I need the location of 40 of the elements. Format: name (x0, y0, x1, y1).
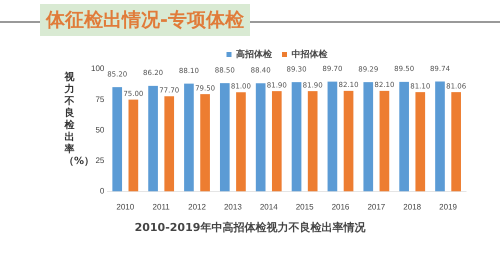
y-axis-title: 视力不良检出率（%） (64, 72, 94, 168)
bar (328, 82, 338, 192)
bar (164, 96, 174, 192)
bar (292, 82, 302, 192)
y-tick-label: 50 (95, 125, 105, 134)
chart-title: 体征检出情况-专项体检 (40, 4, 250, 36)
x-tick-label: 2018 (403, 202, 422, 212)
y-tick-label: 25 (95, 156, 105, 166)
x-tick-label: 2012 (188, 202, 206, 212)
bar (415, 92, 426, 192)
x-tick-label: 2016 (332, 202, 350, 212)
bar (220, 83, 230, 192)
x-tick-label: 2011 (152, 202, 170, 212)
bar (184, 84, 194, 192)
bar (256, 83, 266, 192)
bar (399, 82, 409, 192)
x-tick-label: 2015 (296, 202, 314, 212)
bar (272, 91, 282, 192)
bar (363, 82, 374, 192)
x-tick-label: 2013 (224, 202, 242, 212)
bar (128, 100, 138, 192)
bar (380, 90, 390, 192)
bar (112, 87, 122, 192)
legend-label: 中招体检 (292, 48, 328, 59)
bar (200, 94, 210, 192)
x-tick-label: 2014 (260, 202, 278, 212)
legend-label: 高招体检 (236, 48, 273, 59)
x-tick-label: 2017 (367, 202, 386, 212)
x-tick-label: 2019 (439, 202, 458, 212)
text: 2010-2019年中高招体检视力不良检出率情况 (134, 220, 366, 235)
bar (148, 86, 158, 192)
y-tick-label: 0 (100, 186, 105, 196)
bar (435, 82, 445, 192)
bar (308, 91, 318, 192)
bar (344, 90, 354, 192)
bar (236, 92, 246, 192)
y-tick-label: 100 (90, 64, 105, 74)
bar (451, 92, 461, 192)
x-tick-label: 2010 (116, 202, 135, 212)
y-tick-label: 75 (95, 94, 105, 104)
